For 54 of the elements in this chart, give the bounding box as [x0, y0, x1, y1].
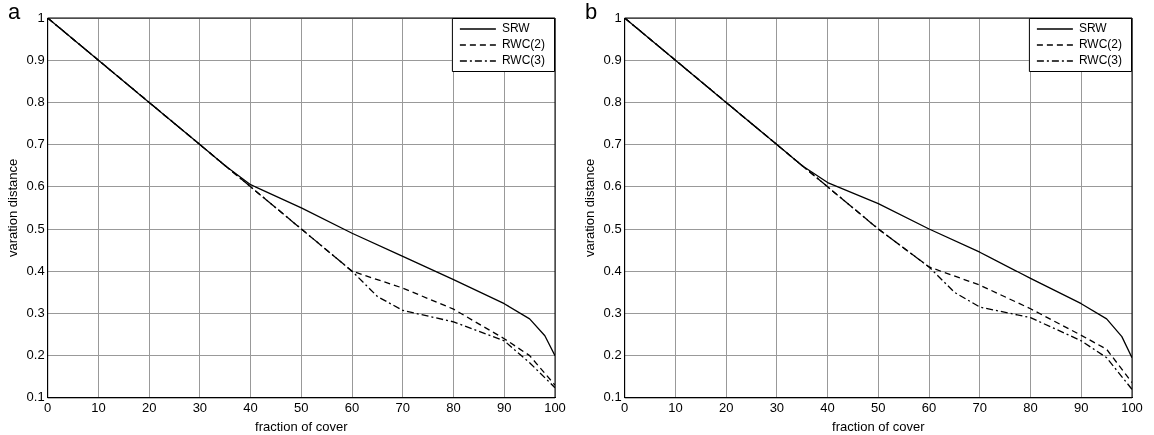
legend-label: SRW: [501, 21, 531, 36]
x-tick-label: 0: [621, 400, 629, 416]
x-tick-label: 90: [1074, 400, 1089, 416]
x-tick-label: 10: [91, 400, 106, 416]
x-axis-title: fraction of cover: [255, 418, 349, 434]
x-tick-label: 20: [718, 400, 734, 416]
legend-label: RWC(2): [1078, 37, 1122, 52]
y-tick-label: 0.5: [603, 220, 622, 236]
y-tick-label: 0.1: [603, 389, 622, 405]
x-tick-label: 20: [141, 400, 157, 416]
y-tick-label: 1: [37, 9, 45, 25]
y-tick-label: 0.2: [603, 347, 622, 363]
x-tick-label: 70: [395, 400, 411, 416]
legend-label: SRW: [1078, 21, 1108, 36]
x-tick-label: 70: [972, 400, 988, 416]
y-tick-label: 0.3: [26, 304, 45, 320]
x-axis-title: fraction of cover: [832, 418, 926, 434]
y-axis-title: varation distance: [5, 158, 21, 258]
y-tick-label: 0.4: [26, 262, 45, 278]
y-tick-label: 0.7: [603, 136, 622, 152]
y-tick-label: 0.5: [26, 220, 45, 236]
x-tick-label: 10: [668, 400, 683, 416]
x-tick-label: 80: [446, 400, 461, 416]
y-tick-label: 0.7: [26, 136, 45, 152]
x-tick-label: 60: [921, 400, 937, 416]
chart-title: b: [585, 0, 598, 25]
y-tick-label: 0.4: [603, 262, 622, 278]
legend-label: RWC(3): [1078, 53, 1122, 68]
y-tick-label: 0.9: [603, 51, 622, 67]
x-tick-label: 40: [820, 400, 835, 416]
chart-title: a: [8, 0, 21, 25]
x-tick-label: 90: [497, 400, 512, 416]
y-tick-label: 0.6: [603, 178, 622, 194]
x-tick-label: 30: [769, 400, 785, 416]
y-tick-label: 0.8: [603, 93, 622, 109]
legend-label: RWC(3): [501, 53, 545, 68]
y-tick-label: 1: [614, 9, 622, 25]
x-tick-label: 50: [871, 400, 886, 416]
x-tick-label: 80: [1023, 400, 1038, 416]
x-tick-label: 0: [44, 400, 52, 416]
y-tick-label: 0.2: [26, 347, 45, 363]
y-axis-title: varation distance: [582, 158, 598, 258]
y-tick-label: 0.9: [26, 51, 45, 67]
x-tick-label: 100: [544, 400, 566, 416]
x-tick-label: 60: [344, 400, 360, 416]
y-tick-label: 0.3: [603, 304, 622, 320]
x-tick-label: 50: [294, 400, 309, 416]
x-tick-label: 30: [192, 400, 208, 416]
x-tick-label: 100: [1121, 400, 1143, 416]
y-tick-label: 0.8: [26, 93, 45, 109]
x-tick-label: 40: [243, 400, 258, 416]
legend-label: RWC(2): [501, 37, 545, 52]
y-tick-label: 0.1: [26, 389, 45, 405]
y-tick-label: 0.6: [26, 178, 45, 194]
